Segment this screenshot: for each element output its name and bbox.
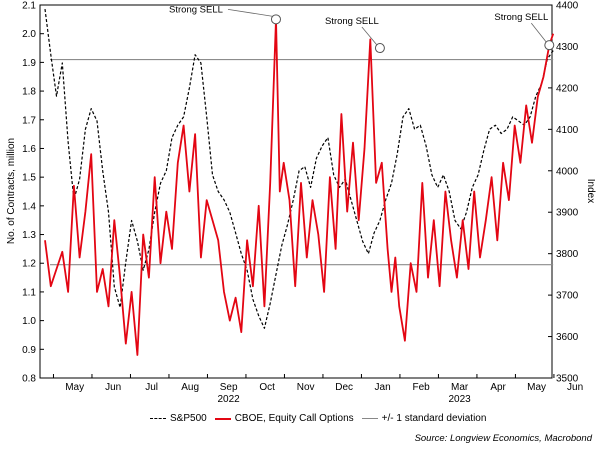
x-month-label: Oct [259, 382, 275, 393]
y-right-tick-label: 3900 [556, 208, 579, 219]
y-right-tick-label: 4300 [556, 42, 579, 53]
x-month-label: Sep [220, 382, 238, 393]
legend-swatch-sp500 [150, 418, 166, 419]
legend-swatch-std [361, 418, 378, 419]
legend-label-sp500: S&P500 [170, 413, 207, 424]
y-right-tick-label: 4200 [556, 83, 579, 94]
y-left-tick-label: 1.5 [22, 173, 36, 184]
annotations: Strong SELL Strong SELL Strong SELL [169, 4, 555, 54]
sell-annotation-label: Strong SELL [169, 4, 223, 15]
sell-marker-leader [530, 22, 547, 43]
y-left-tick-label: 0.8 [22, 374, 36, 385]
legend-item-sp500: S&P500 [150, 413, 207, 424]
legend-item-std: +/- 1 standard deviation [361, 413, 487, 424]
y-left-tick-label: 1.3 [22, 230, 36, 241]
series-lines [44, 9, 555, 356]
y-left-tick-label: 1.6 [22, 144, 36, 155]
legend: S&P500 CBOE, Equity Call Options +/- 1 s… [150, 413, 494, 424]
x-year-label: 2023 [448, 394, 471, 405]
legend-swatch-cboe [214, 417, 231, 420]
y-left-tick-label: 2.1 [22, 1, 36, 12]
y-axis-left-label: No. of Contracts, million [6, 138, 17, 244]
x-month-label: Aug [181, 382, 199, 393]
y-right-tick-label: 4400 [556, 1, 579, 12]
x-month-label: Feb [412, 382, 430, 393]
x-month-label: May [527, 382, 546, 393]
y-axis-right-label: Index [585, 179, 596, 203]
sell-marker-circle [544, 40, 555, 51]
x-month-label: Dec [335, 382, 353, 393]
y-right-tick-label: 4100 [556, 125, 579, 136]
y-right-tick-label: 3500 [556, 374, 579, 385]
legend-item-cboe: CBOE, Equity Call Options [214, 413, 354, 424]
legend-label-std: +/- 1 standard deviation [381, 413, 487, 424]
y-left-tick-label: 0.9 [22, 345, 36, 356]
x-month-label: Jul [145, 382, 158, 393]
y-left-tick-label: 1.8 [22, 87, 36, 98]
y-right-tick-label: 4000 [556, 166, 579, 177]
x-month-label: Nov [297, 382, 315, 393]
x-month-label: Apr [490, 382, 506, 393]
axis-ticks: 0.8 0.9 1.0 1.1 1.2 1.3 1.4 1.5 1.6 1.7 1.8 1.9 2.0 2… [22, 1, 583, 406]
sp500-line [44, 9, 554, 329]
y-left-tick-label: 1.4 [22, 201, 36, 212]
x-month-label: May [65, 382, 84, 393]
y-right-tick-label: 3700 [556, 291, 579, 302]
x-year-label: 2022 [218, 394, 241, 405]
cboe-call-options-line [44, 18, 555, 356]
x-month-label: Jan [375, 382, 391, 393]
sell-marker-leader [361, 26, 378, 46]
x-month-label: Mar [451, 382, 469, 393]
y-left-tick-label: 1.0 [22, 316, 36, 327]
y-right-tick-label: 3800 [556, 249, 579, 260]
x-month-label: Jun [567, 382, 583, 393]
y-left-tick-label: 2.0 [22, 29, 36, 40]
y-left-tick-label: 1.1 [22, 287, 36, 298]
legend-label-cboe: CBOE, Equity Call Options [234, 413, 354, 424]
y-left-tick-label: 1.9 [22, 58, 36, 69]
y-left-tick-label: 1.7 [22, 115, 36, 126]
sell-annotation-label: Strong SELL [325, 16, 379, 27]
sell-marker-circle [374, 43, 385, 54]
sell-annotation-label: Strong SELL [494, 12, 548, 23]
source-note: Source: Longview Economics, Macrobond [414, 433, 592, 444]
sell-marker-leader [227, 8, 274, 17]
sell-marker-circle [270, 14, 281, 25]
y-right-tick-label: 3600 [556, 332, 579, 343]
plot-frame [39, 4, 553, 379]
y-left-tick-label: 1.2 [22, 259, 36, 270]
chart-svg: 0.8 0.9 1.0 1.1 1.2 1.3 1.4 1.5 1.6 1.7 1.8 1.9 2.0 2… [6, 1, 596, 406]
x-month-label: Jun [105, 382, 121, 393]
